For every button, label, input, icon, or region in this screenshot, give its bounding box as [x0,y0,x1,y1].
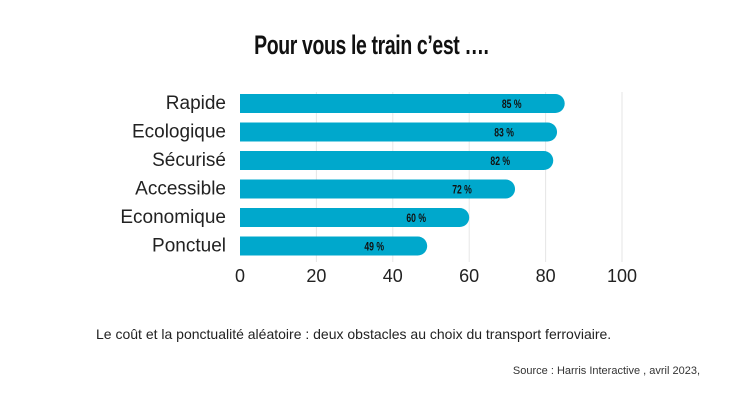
bar [240,208,470,227]
data-labels: 85 % 83 % 82 % 72 % 60 % 49 % [364,99,521,254]
data-label: 82 % [490,156,510,169]
data-label: 72 % [452,184,472,197]
chart-caption: Le coût et la ponctualité aléatoire : de… [96,326,612,342]
category-label: Rapide [166,93,226,114]
data-label: 85 % [502,99,522,112]
bars [240,94,565,256]
bar [240,151,554,170]
category-label: Economique [120,207,226,228]
grid-lines [315,92,623,262]
data-label: 49 % [364,241,384,254]
bar [240,236,428,256]
x-tick-label: 60 [459,266,479,286]
source-note: Source : Harris Interactive , avril 2023… [512,365,700,377]
category-labels: Rapide Ecologique Sécurisé Accessible Econom… [120,93,226,257]
category-label: Ponctuel [152,236,226,257]
category-label: Accessible [135,179,226,200]
data-label: 60 % [406,213,426,226]
bar [240,94,565,113]
x-tick-label: 100 [607,266,637,286]
data-label: 83 % [494,127,514,140]
bar [240,179,516,199]
x-tick-label: 40 [383,266,403,286]
x-axis-ticks: 0 20 40 60 80 100 [235,266,637,286]
x-tick-label: 20 [306,266,326,286]
x-tick-label: 0 [235,266,245,286]
chart-title: Pour vous le train c’est …. [254,30,489,60]
bar [240,122,558,142]
x-tick-label: 80 [536,266,556,286]
category-label: Ecologique [132,122,226,143]
category-label: Sécurisé [152,150,226,171]
